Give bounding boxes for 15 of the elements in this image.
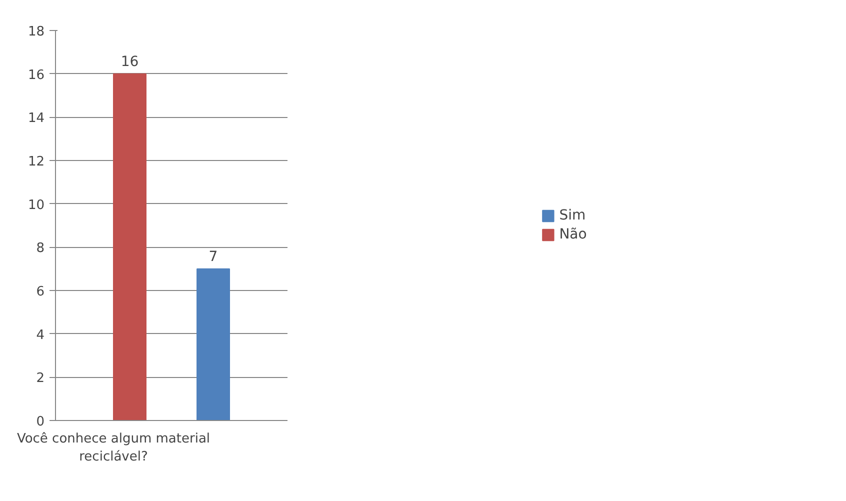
y-tick-label: 8 bbox=[36, 241, 45, 256]
x-tick-label: Você conhece algum material reciclável? bbox=[16, 432, 210, 464]
legend-label: Sim bbox=[559, 208, 586, 224]
y-tick-label: 0 bbox=[36, 414, 45, 430]
y-tick-label: 18 bbox=[28, 24, 45, 40]
data-label: 16 bbox=[120, 54, 139, 70]
y-tick-label: 2 bbox=[36, 371, 45, 386]
y-tick-label: 4 bbox=[36, 328, 45, 343]
y-tick-label: 6 bbox=[36, 284, 45, 300]
y-tick-label: 10 bbox=[28, 198, 45, 213]
y-tick-label: 14 bbox=[28, 111, 45, 126]
y-tick-label: 12 bbox=[28, 154, 45, 170]
legend-label: Não bbox=[559, 226, 587, 242]
data-label: 7 bbox=[208, 248, 218, 265]
y-tick-label: 16 bbox=[28, 68, 45, 83]
